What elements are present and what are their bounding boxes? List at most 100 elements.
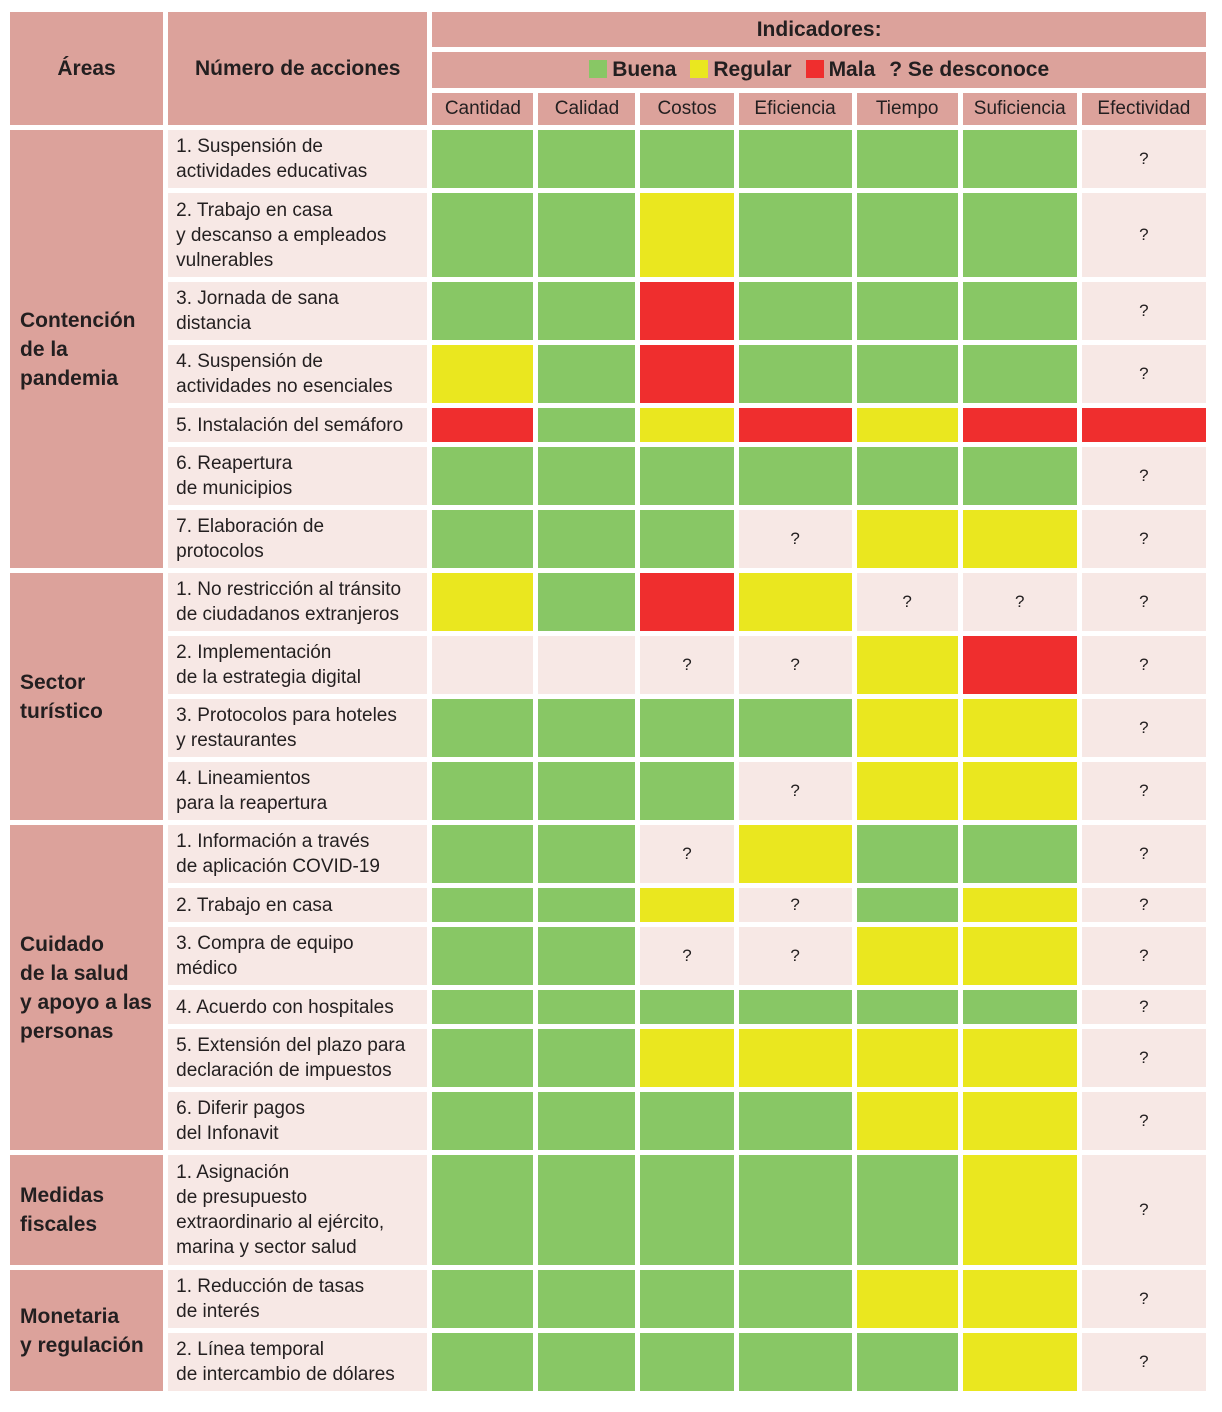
area-label: Cuidado de la salud y apoyo a las person… (10, 825, 164, 1150)
indicator-cell-suficiencia (962, 636, 1077, 694)
indicator-cell-calidad (538, 573, 636, 631)
indicator-cell-suficiencia (962, 408, 1077, 442)
indicator-cell-cantidad (432, 699, 534, 757)
indicator-cell-calidad (538, 193, 636, 277)
indicator-cell-efectividad: ? (1081, 1092, 1206, 1150)
indicator-cell-eficiencia (738, 1270, 852, 1328)
indicator-cell-costos (640, 699, 734, 757)
indicator-cell-calidad (538, 990, 636, 1024)
indicator-cell-suficiencia (962, 1270, 1077, 1328)
indicator-cell-tiempo (856, 130, 958, 188)
indicator-cell-costos: ? (640, 825, 734, 883)
table-row: 5. Instalación del semáforo (10, 408, 1206, 442)
indicator-cell-costos (640, 193, 734, 277)
indicator-cell-costos (640, 573, 734, 631)
indicator-cell-tiempo (856, 990, 958, 1024)
legend-label: Regular (713, 58, 792, 81)
indicator-cell-costos (640, 1270, 734, 1328)
table-row: 4. Lineamientos para la reapertura?? (10, 762, 1206, 820)
table-row: Cuidado de la salud y apoyo a las person… (10, 825, 1206, 1150)
indicator-cell-eficiencia: ? (738, 510, 852, 568)
indicator-cell-suficiencia (962, 699, 1077, 757)
indicator-cell-efectividad: ? (1081, 699, 1206, 757)
indicator-cell-cantidad (432, 1270, 534, 1328)
indicator-cell-suficiencia (962, 447, 1077, 505)
column-header-costos: Costos (640, 93, 734, 125)
action-label: 1. Asignación de presupuesto extraordina… (168, 1155, 428, 1265)
action-label: 5. Instalación del semáforo (168, 408, 428, 442)
table-row: 2. Línea temporal de intercambio de dóla… (10, 1333, 1206, 1391)
indicator-cell-efectividad: ? (1081, 130, 1206, 188)
action-label: 4. Acuerdo con hospitales (168, 990, 428, 1024)
table-row: 6. Diferir pagos del Infonavit? (10, 1092, 1206, 1150)
legend-swatch-icon (690, 60, 709, 78)
action-label: 7. Elaboración de protocolos (168, 510, 428, 568)
legend-item-mala: Mala (805, 58, 875, 82)
indicator-cell-tiempo (856, 282, 958, 340)
indicator-cell-suficiencia (962, 1155, 1077, 1265)
indicator-cell-tiempo (856, 636, 958, 694)
action-label: 2. Implementación de la estrategia digit… (168, 636, 428, 694)
indicator-cell-eficiencia (738, 282, 852, 340)
indicator-cell-cantidad (432, 130, 534, 188)
indicator-cell-costos (640, 888, 734, 922)
indicator-cell-cantidad (432, 408, 534, 442)
table-row: 3. Compra de equipo médico??? (10, 927, 1206, 985)
indicator-cell-costos (640, 762, 734, 820)
indicator-cell-suficiencia (962, 825, 1077, 883)
indicator-cell-efectividad: ? (1081, 762, 1206, 820)
indicator-cell-tiempo (856, 1029, 958, 1087)
indicator-cell-eficiencia (738, 1029, 852, 1087)
indicator-cell-calidad (538, 1155, 636, 1265)
legend-swatch-icon (805, 60, 824, 78)
indicator-cell-suficiencia: ? (962, 573, 1077, 631)
header-acciones: Número de acciones (168, 12, 428, 125)
indicator-cell-efectividad: ? (1081, 193, 1206, 277)
indicator-cell-costos (640, 447, 734, 505)
legend-item-regular: Regular (690, 58, 792, 82)
action-label: 4. Lineamientos para la reapertura (168, 762, 428, 820)
action-label: 1. No restricción al tránsito de ciudada… (168, 573, 428, 631)
indicator-cell-calidad (538, 447, 636, 505)
indicator-cell-costos (640, 510, 734, 568)
indicator-cell-costos (640, 130, 734, 188)
area-label: Medidas fiscales (10, 1155, 164, 1265)
indicator-cell-cantidad (432, 1092, 534, 1150)
indicator-cell-calidad (538, 282, 636, 340)
indicator-cell-tiempo (856, 1092, 958, 1150)
action-label: 1. Información a través de aplicación CO… (168, 825, 428, 883)
indicator-cell-eficiencia: ? (738, 762, 852, 820)
indicator-cell-cantidad (432, 193, 534, 277)
table-row: 3. Jornada de sana distancia? (10, 282, 1206, 340)
action-label: 3. Compra de equipo médico (168, 927, 428, 985)
indicator-cell-tiempo (856, 1333, 958, 1391)
indicator-cell-calidad (538, 1092, 636, 1150)
table-row: 7. Elaboración de protocolos?? (10, 510, 1206, 568)
indicator-cell-tiempo (856, 193, 958, 277)
indicator-cell-suficiencia (962, 282, 1077, 340)
indicator-cell-eficiencia: ? (738, 636, 852, 694)
indicator-cell-calidad (538, 1333, 636, 1391)
indicator-cell-calidad (538, 345, 636, 403)
indicator-cell-calidad (538, 762, 636, 820)
action-label: 5. Extensión del plazo para declaración … (168, 1029, 428, 1087)
action-label: 6. Reapertura de municipios (168, 447, 428, 505)
action-label: 3. Protocolos para hoteles y restaurante… (168, 699, 428, 757)
legend-label: Buena (612, 58, 677, 81)
indicator-cell-costos (640, 1029, 734, 1087)
indicator-cell-eficiencia (738, 1092, 852, 1150)
indicator-cell-efectividad: ? (1081, 888, 1206, 922)
indicator-cell-tiempo (856, 927, 958, 985)
indicator-cell-cantidad (432, 762, 534, 820)
indicator-cell-tiempo (856, 888, 958, 922)
indicator-cell-calidad (538, 636, 636, 694)
indicator-cell-cantidad (432, 825, 534, 883)
indicator-cell-suficiencia (962, 193, 1077, 277)
table-row: Medidas fiscales 1. Asignación de presupu… (10, 1155, 1206, 1265)
indicator-cell-costos (640, 345, 734, 403)
legend-label: ? Se desconoce (889, 58, 1050, 81)
indicator-cell-tiempo (856, 762, 958, 820)
indicator-cell-calidad (538, 825, 636, 883)
legend-item-buena: Buena (589, 58, 676, 82)
action-label: 3. Jornada de sana distancia (168, 282, 428, 340)
